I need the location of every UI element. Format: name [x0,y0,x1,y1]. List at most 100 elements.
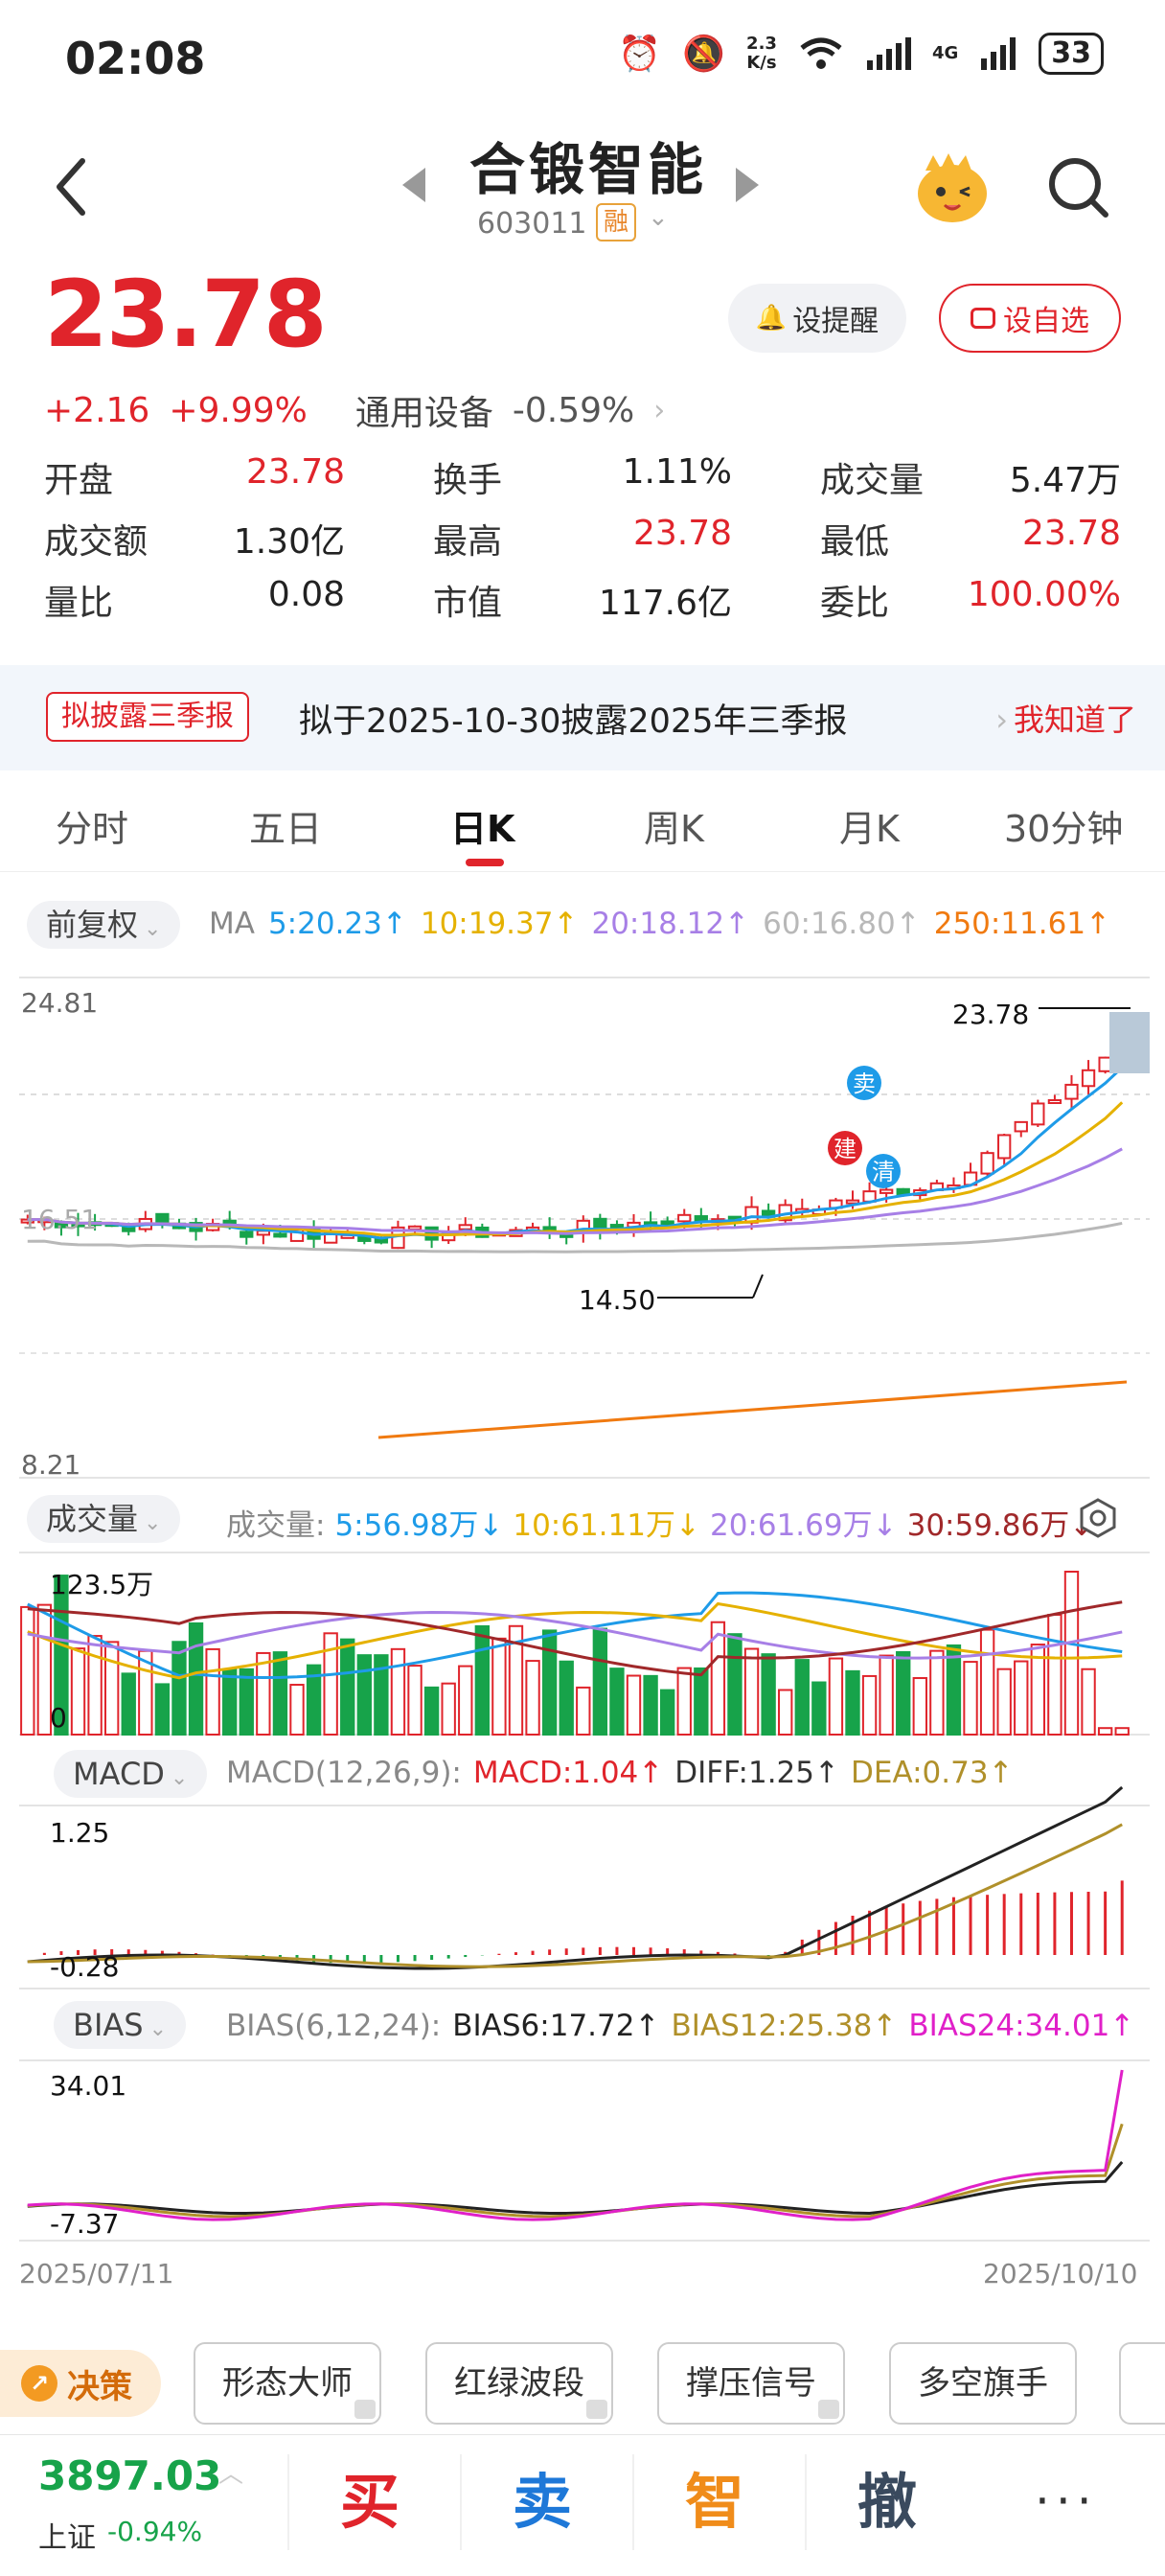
candle [1031,1102,1045,1126]
decision-button[interactable]: ↗ 决策 [0,2350,161,2417]
stat-value: 1.30亿 [233,522,345,562]
volume-bar [912,1677,927,1736]
wifi-icon [800,37,842,69]
price-tag [1109,1012,1150,1073]
more-button[interactable]: ··· [1035,2473,1098,2529]
strategy-red-green-band[interactable]: 红绿波段 [425,2342,613,2425]
tab-timeshare[interactable]: 分时 [56,808,129,850]
stat-label: 开盘 [44,461,114,500]
trade-marker-label: 建 [834,1136,857,1162]
strategy-row: ↗ 决策 形态大师 红绿波段 撑压信号 多空旗手 [0,2338,1165,2434]
volume-ymax: 123.5万 [50,1569,154,1600]
lock-icon [818,2400,839,2419]
adjust-selector[interactable]: 前复权 ⌄ [27,901,181,949]
tab-daily-k[interactable]: 日K [450,808,515,850]
dea-line [27,1823,1123,1968]
date-start: 2025/07/11 [19,2258,174,2289]
stat-value: 117.6亿 [598,584,732,623]
bias-params: BIAS(6,12,24): [226,2009,442,2043]
smart-button[interactable]: 智 [632,2454,795,2550]
prev-stock-icon[interactable] [402,168,425,202]
candle [407,1225,423,1230]
tab-five-day[interactable]: 五日 [249,808,323,850]
sell-button[interactable]: 卖 [460,2454,623,2550]
chevron-right-icon[interactable]: › [653,393,666,427]
net-speed-unit: K/s [746,53,777,73]
notice-text: 拟于2025-10-30披露2025年三季报 [299,702,848,741]
settings-icon[interactable] [1077,1497,1119,1539]
tab-30min[interactable]: 30分钟 [1004,808,1124,850]
index-value[interactable]: 3897.03 [38,2452,222,2499]
volume-bar [171,1641,187,1736]
volume-bar [643,1674,658,1736]
volume-bar [222,1668,238,1736]
volume-bar [879,1654,894,1736]
set-reminder-button[interactable]: 🔔 设提醒 [728,284,906,353]
volume-bar [441,1682,456,1736]
kline-ymin: 8.21 [21,1449,81,1481]
chevron-down-icon[interactable]: ⌄ [648,203,669,232]
kline-ymax: 24.81 [21,987,99,1019]
volume-bar [559,1660,574,1736]
candle [677,1213,692,1223]
bias-line [27,2069,1124,2221]
volume-bar [694,1667,709,1736]
date-end: 2025/10/10 [983,2258,1138,2289]
volume-bar [188,1622,204,1736]
volume-bar [979,1628,995,1736]
stock-header: 合锻智能 603011 融 ⌄ [0,115,1165,259]
strategy-label: 多空旗手 [918,2364,1048,2403]
macd-selector[interactable]: MACD ⌄ [54,1750,208,1798]
volume-bar [861,1674,878,1736]
next-stock-icon[interactable] [736,168,759,202]
mascot-icon[interactable] [912,150,993,226]
legend-value: BIAS12:25.38↑ [671,2009,898,2043]
legend-value: DIFF:1.25↑ [674,1756,839,1790]
tab-weekly-k[interactable]: 周K [644,808,704,850]
strategy-support-resistance[interactable]: 撑压信号 [657,2342,845,2425]
volume-bar [1114,1727,1130,1736]
volume-bar [845,1669,860,1736]
volume-bar [761,1653,776,1736]
decision-icon: ↗ [21,2365,57,2402]
volume-ma-line [27,1601,1123,1680]
volume-bar [659,1689,675,1736]
candle [593,1217,607,1230]
trade-footer: 3897.03 ︿ 上证 -0.94% 买 卖 智 撤 ··· [0,2434,1165,2576]
volume-bar [390,1647,406,1736]
add-favorite-button[interactable]: 设自选 [939,284,1121,353]
volume-bar [609,1668,625,1736]
search-icon[interactable] [1044,153,1113,222]
adjust-label: 前复权 [46,907,139,943]
candle [845,1199,860,1205]
cancel-order-button[interactable]: 撤 [805,2454,968,2550]
bias-selector[interactable]: BIAS ⌄ [54,2001,187,2049]
volume-selector[interactable]: 成交量 ⌄ [27,1495,181,1543]
legend-value: 250:11.61↑ [933,907,1111,941]
notice-dismiss-button[interactable]: › 我知道了 [995,696,1136,740]
bias-legend: BIAS(6,12,24): BIAS6:17.72↑ BIAS12:25.38↑… [226,2009,1134,2043]
bias-line [27,2123,1124,2219]
strategy-more[interactable] [1119,2342,1165,2425]
buy-button[interactable]: 买 [287,2454,450,2550]
industry-change[interactable]: -0.59% [512,390,635,430]
volume-bar [626,1674,642,1736]
volume-title: 成交量 [46,1501,139,1537]
chevron-down-icon: ⌄ [148,2017,168,2041]
trade-marker [847,1066,881,1100]
strategy-bull-bear-flag[interactable]: 多空旗手 [889,2342,1077,2425]
kline-chart[interactable]: 卖建清 [0,968,1165,2310]
battery-indicator: 33 [1039,33,1104,75]
tab-monthly-k[interactable]: 月K [839,808,900,850]
back-arrow-icon[interactable] [42,153,100,220]
add-favorite-label: 设自选 [1003,305,1089,338]
ma-line [27,1221,1123,1254]
volume-bar [103,1641,120,1736]
bias-line [27,2161,1124,2216]
strategy-pattern-master[interactable]: 形态大师 [194,2342,381,2425]
net-speed-value: 2.3 [746,34,777,54]
candle [1014,1120,1028,1133]
volume-bar [576,1686,591,1736]
candle [1047,1099,1062,1105]
industry-name[interactable]: 通用设备 [354,394,493,433]
